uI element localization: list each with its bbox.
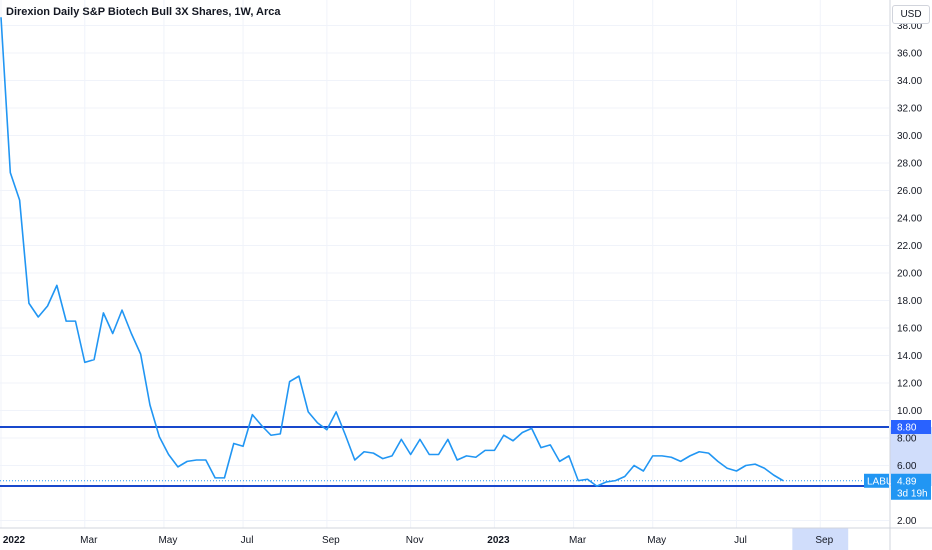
- y-tick-label: 8.00: [897, 434, 917, 445]
- y-tick-label: 14.00: [897, 351, 922, 362]
- x-tick-label: May: [158, 535, 177, 546]
- y-tick-label: 12.00: [897, 379, 922, 390]
- x-tick-label: May: [647, 535, 666, 546]
- y-tick-label: 38.00: [897, 21, 922, 32]
- x-tick-label: Nov: [406, 535, 424, 546]
- chart-title: Direxion Daily S&P Biotech Bull 3X Share…: [6, 6, 281, 18]
- last-price-tag: [891, 473, 931, 500]
- x-tick-label: 2023: [487, 535, 510, 546]
- bar-countdown-label: 3d 19h: [897, 488, 928, 499]
- time-range-highlight: [792, 528, 849, 550]
- hline-price-label: 8.80: [897, 423, 917, 434]
- hline-price-tag: [891, 420, 931, 434]
- x-tick-label: Sep: [322, 535, 340, 546]
- x-tick-label: 2022: [3, 535, 26, 546]
- symbol-label: LABU: [867, 476, 893, 487]
- y-tick-label: 18.00: [897, 296, 922, 307]
- x-tick-label: Sep: [815, 535, 833, 546]
- time-axis[interactable]: 2022 Mar May Jul Sep Nov 2023 Mar May Jul Sep: [3, 535, 834, 546]
- x-tick-label: Mar: [80, 535, 98, 546]
- y-tick-label: 2.00: [897, 516, 917, 527]
- last-price-label: 4.89: [897, 476, 917, 487]
- x-tick-label: Mar: [569, 535, 587, 546]
- y-tick-label: 36.00: [897, 49, 922, 60]
- y-tick-label: 30.00: [897, 131, 922, 142]
- x-tick-label: Jul: [241, 535, 254, 546]
- y-tick-label: 34.00: [897, 76, 922, 87]
- y-tick-label: 28.00: [897, 159, 922, 170]
- price-axis[interactable]: 2.00 6.00 8.00 10.00 12.00 14.00 16.00 18.00 20.…: [897, 21, 922, 527]
- y-tick-label: 10.00: [897, 406, 922, 417]
- symbol-tag: [864, 473, 889, 488]
- y-tick-label: 26.00: [897, 186, 922, 197]
- y-tick-label: 6.00: [897, 461, 917, 472]
- y-tick-label: 20.00: [897, 269, 922, 280]
- grid-lines: [0, 0, 889, 528]
- horizontal-lines: [0, 426, 889, 487]
- y-tick-label: 24.00: [897, 214, 922, 225]
- price-series-line: [0, 17, 784, 487]
- currency-button[interactable]: USD: [892, 5, 930, 24]
- x-tick-label: Jul: [734, 535, 747, 546]
- y-tick-label: 32.00: [897, 104, 922, 115]
- y-tick-label: 22.00: [897, 241, 922, 252]
- y-tick-label: 16.00: [897, 324, 922, 335]
